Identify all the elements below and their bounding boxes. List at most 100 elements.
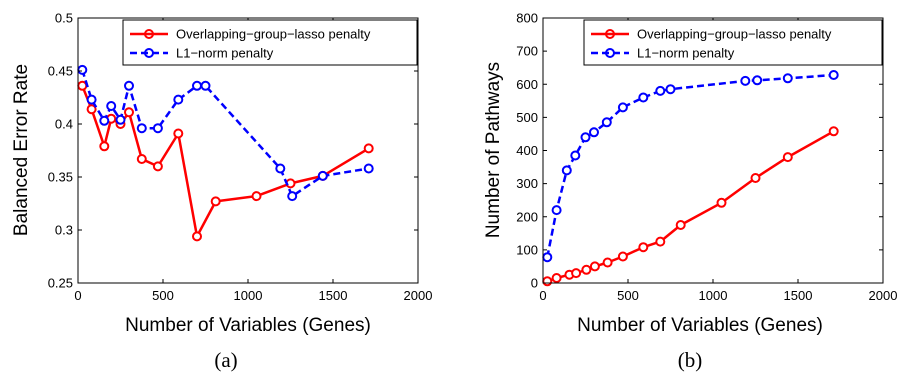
chart-b-ytick-label: 500: [516, 110, 538, 125]
chart-b-series-0-point: [675, 220, 686, 230]
chart-a-series-0-point: [136, 154, 147, 164]
chart-a-series-1-point: [99, 115, 110, 126]
chart-a-series-1-point: [77, 64, 88, 75]
chart-a-legend-label-l1: L1−norm penalty: [176, 46, 274, 61]
chart-b-series-1-point: [580, 132, 591, 143]
chart-b-series-1-point: [638, 92, 649, 103]
chart-a-ytick-label: 0.25: [48, 276, 73, 291]
chart-b-series-1-line: [546, 73, 834, 258]
chart-b-series-1-point: [665, 84, 676, 95]
chart-a-series-0-point: [124, 107, 134, 118]
chart-a-ticks: 0 500 1000 1500 2000 0.25 0.3 0.35 0.4 0.45 0.5: [48, 11, 433, 304]
chart-b-series-0-point: [638, 242, 649, 253]
chart-a-series-1-point: [136, 123, 147, 134]
chart-a-xtick-label: 1500: [319, 288, 348, 303]
chart-b-ytick-label: 100: [516, 242, 538, 257]
chart-b-series-1-point: [551, 205, 562, 216]
chart-a-series-0-point: [99, 141, 110, 152]
chart-a-legend-marker-l1: [144, 48, 154, 58]
chart-b-legend: Overlapping−group−lasso penalty L1−norm …: [583, 19, 883, 66]
chart-b-series-1-point: [740, 75, 751, 86]
chart-a-legend-marker-ogl: [144, 29, 154, 39]
chart-a-series-1-point: [173, 94, 184, 105]
chart-a-ytick-label: 0.45: [48, 64, 73, 79]
chart-a: 0 500 1000 1500 2000 0.25 0.3 0.35 0.4 0.45 0.5 Nu…: [11, 11, 432, 373]
chart-b-ytick-label: 400: [516, 143, 538, 158]
chart-b-series-0-point: [750, 173, 761, 183]
chart-b-series-0-point: [589, 261, 600, 272]
chart-b-series-1-point: [828, 70, 839, 80]
chart-b-series-0-point: [581, 264, 592, 275]
chart-b-series-0-point: [716, 197, 727, 208]
chart-a-series-1-point: [86, 94, 97, 105]
chart-b-series-1-point: [542, 252, 553, 263]
chart-a-ytick-label: 0.4: [55, 117, 73, 132]
chart-a-series-1-point: [287, 191, 298, 202]
chart-b-series-1-point: [617, 102, 628, 113]
chart-b-series-0-point: [551, 273, 562, 283]
chart-a-series-1-point: [152, 123, 163, 134]
chart-a-series-1-line: [81, 69, 369, 198]
chart-b-ytick-label: 700: [516, 44, 538, 59]
chart-a-series-0-point: [192, 231, 202, 242]
chart-a-legend-label-ogl: Overlapping−group−lasso penalty: [176, 27, 371, 42]
chart-b-ytick-label: 200: [516, 209, 538, 224]
chart-b-legend-box: [583, 19, 883, 66]
chart-b-series-1-point: [589, 127, 599, 138]
chart-b-panel-label: (b): [678, 348, 703, 372]
chart-b-xtick-label: 500: [617, 288, 639, 303]
chart-b-ytick-label: 0: [531, 276, 538, 291]
chart-a-series-1-point: [200, 80, 211, 91]
chart-b-xtick-label: 1000: [699, 288, 728, 303]
chart-b-series-1-point: [782, 73, 793, 84]
chart-b-xlabel: Number of Variables (Genes): [577, 315, 823, 336]
chart-a-series-1-point: [317, 170, 328, 181]
chart-b-series-0-point: [542, 276, 553, 287]
chart-b-series-0-point: [655, 236, 666, 247]
chart-b-series-0-point: [617, 251, 628, 262]
chart-a-series-0-point: [210, 196, 221, 207]
chart-a-xtick-label: 0: [74, 288, 81, 303]
chart-b-series: [542, 70, 839, 287]
chart-a-ytick-label: 0.3: [55, 223, 73, 238]
chart-a-legend-box: [122, 19, 418, 66]
chart-a-series-1-point: [106, 101, 117, 111]
chart-b-series-0-point: [571, 268, 582, 279]
chart-a-series: [77, 64, 374, 242]
chart-a-series-1-point: [115, 114, 126, 125]
chart-a-series-1-point: [275, 163, 286, 174]
chart-b-series-1-point: [655, 85, 666, 96]
chart-a-series-0-point: [251, 191, 262, 202]
chart-b-series-1-point: [570, 150, 581, 161]
chart-a-xtick-label: 500: [152, 288, 174, 303]
chart-b-xtick-label: 0: [539, 288, 546, 303]
chart-b-legend-label-ogl: Overlapping−group−lasso penalty: [637, 27, 832, 42]
chart-a-ytick-label: 0.5: [55, 11, 73, 26]
chart-a-xlabel: Number of Variables (Genes): [125, 315, 371, 336]
chart-b-ytick-label: 800: [516, 11, 538, 26]
chart-a-legend: Overlapping−group−lasso penalty L1−norm …: [122, 19, 418, 66]
chart-b-series-1-point: [561, 165, 572, 176]
chart-b-ticks: 0 500 1000 1500 2000 0 100 200 300 400 500 600 700 80…: [516, 11, 897, 304]
chart-b-xtick-label: 1500: [784, 288, 813, 303]
chart-b-ytick-label: 300: [516, 176, 538, 191]
chart-a-panel-label: (a): [214, 348, 237, 372]
chart-b-series-1-point: [752, 75, 763, 86]
chart-b-legend-marker-l1: [605, 48, 615, 58]
chart-b-series-0-point: [828, 126, 839, 137]
chart-a-series-0-point: [363, 143, 374, 154]
chart-a-series-0-point: [152, 161, 163, 172]
chart-a-series-1-point: [124, 80, 134, 91]
chart-b-legend-marker-ogl: [605, 29, 615, 39]
chart-b-xtick-label: 2000: [869, 288, 898, 303]
chart-b: 0 500 1000 1500 2000 0 100 200 300 400 500 600 700 80…: [483, 11, 897, 373]
chart-a-series-1-point: [192, 80, 202, 91]
chart-a-ytick-label: 0.35: [48, 170, 73, 185]
chart-b-legend-label-l1: L1−norm penalty: [637, 46, 735, 61]
chart-a-xtick-label: 1000: [234, 288, 263, 303]
chart-b-series-1-point: [601, 117, 612, 128]
chart-b-series-0-point: [782, 152, 793, 163]
chart-b-ytick-label: 600: [516, 77, 538, 92]
chart-a-series-1-point: [363, 163, 374, 174]
